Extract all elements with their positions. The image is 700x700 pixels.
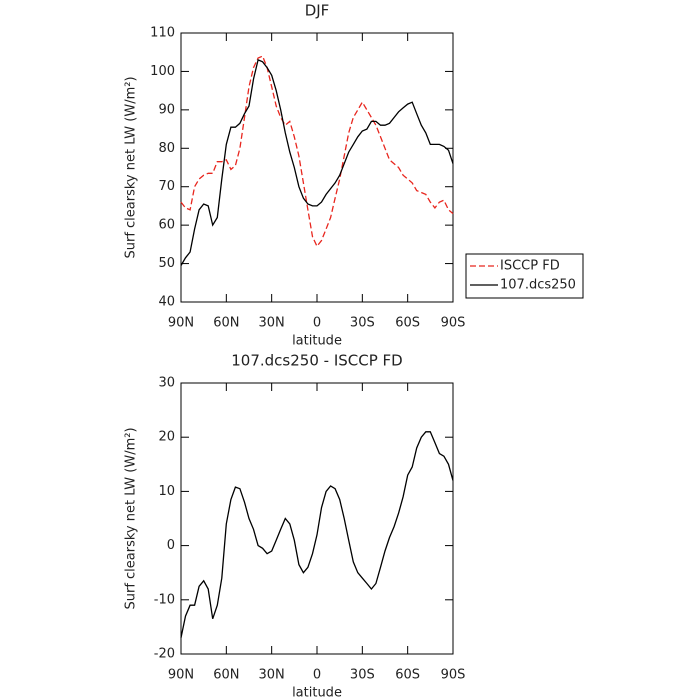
- x-tick-label: 30S: [350, 316, 375, 331]
- x-tick-label: 60S: [395, 668, 420, 683]
- x-axis-label: latitude: [292, 334, 342, 349]
- x-tick-label: 90S: [441, 668, 466, 683]
- y-tick-label: 20: [158, 430, 175, 445]
- chart-title: DJF: [305, 2, 330, 20]
- plot-frame: [180, 382, 454, 655]
- y-axis-label: Surf clearsky net LW (W/m²): [124, 427, 139, 609]
- x-tick-label: 30N: [259, 668, 285, 683]
- x-tick-label: 0: [313, 316, 321, 331]
- chart-title: 107.dcs250 - ISCCP FD: [231, 352, 402, 370]
- x-tick-label: 60N: [213, 668, 239, 683]
- data-line: [180, 55, 454, 248]
- y-tick-label: 30: [158, 376, 175, 391]
- y-tick-label: -10: [154, 592, 175, 607]
- y-tick-label: 60: [158, 218, 175, 233]
- y-tick-label: 100: [150, 64, 175, 79]
- y-tick-label: 0: [167, 538, 175, 553]
- y-axis-label: Surf clearsky net LW (W/m²): [124, 76, 139, 258]
- x-tick-label: 90N: [168, 668, 194, 683]
- y-tick-label: 50: [158, 256, 175, 271]
- plot-frame: [180, 32, 454, 303]
- legend-box: [465, 253, 584, 299]
- x-tick-label: 60S: [395, 316, 420, 331]
- x-axis-label: latitude: [292, 686, 342, 700]
- y-tick-label: 90: [158, 102, 175, 117]
- x-tick-label: 30N: [259, 316, 285, 331]
- y-tick-label: 80: [158, 141, 175, 156]
- legend-label: ISCCP FD: [500, 259, 560, 274]
- x-tick-label: 90S: [441, 316, 466, 331]
- x-tick-label: 30S: [350, 668, 375, 683]
- x-tick-label: 90N: [168, 316, 194, 331]
- y-tick-label: 110: [150, 26, 175, 41]
- x-tick-label: 60N: [213, 316, 239, 331]
- data-line: [180, 431, 454, 638]
- y-tick-label: 10: [158, 484, 175, 499]
- y-tick-label: 40: [158, 295, 175, 310]
- y-tick-label: 70: [158, 179, 175, 194]
- y-tick-label: -20: [154, 647, 175, 662]
- data-line: [180, 59, 454, 266]
- legend-label: 107.dcs250: [500, 278, 576, 293]
- x-tick-label: 0: [313, 668, 321, 683]
